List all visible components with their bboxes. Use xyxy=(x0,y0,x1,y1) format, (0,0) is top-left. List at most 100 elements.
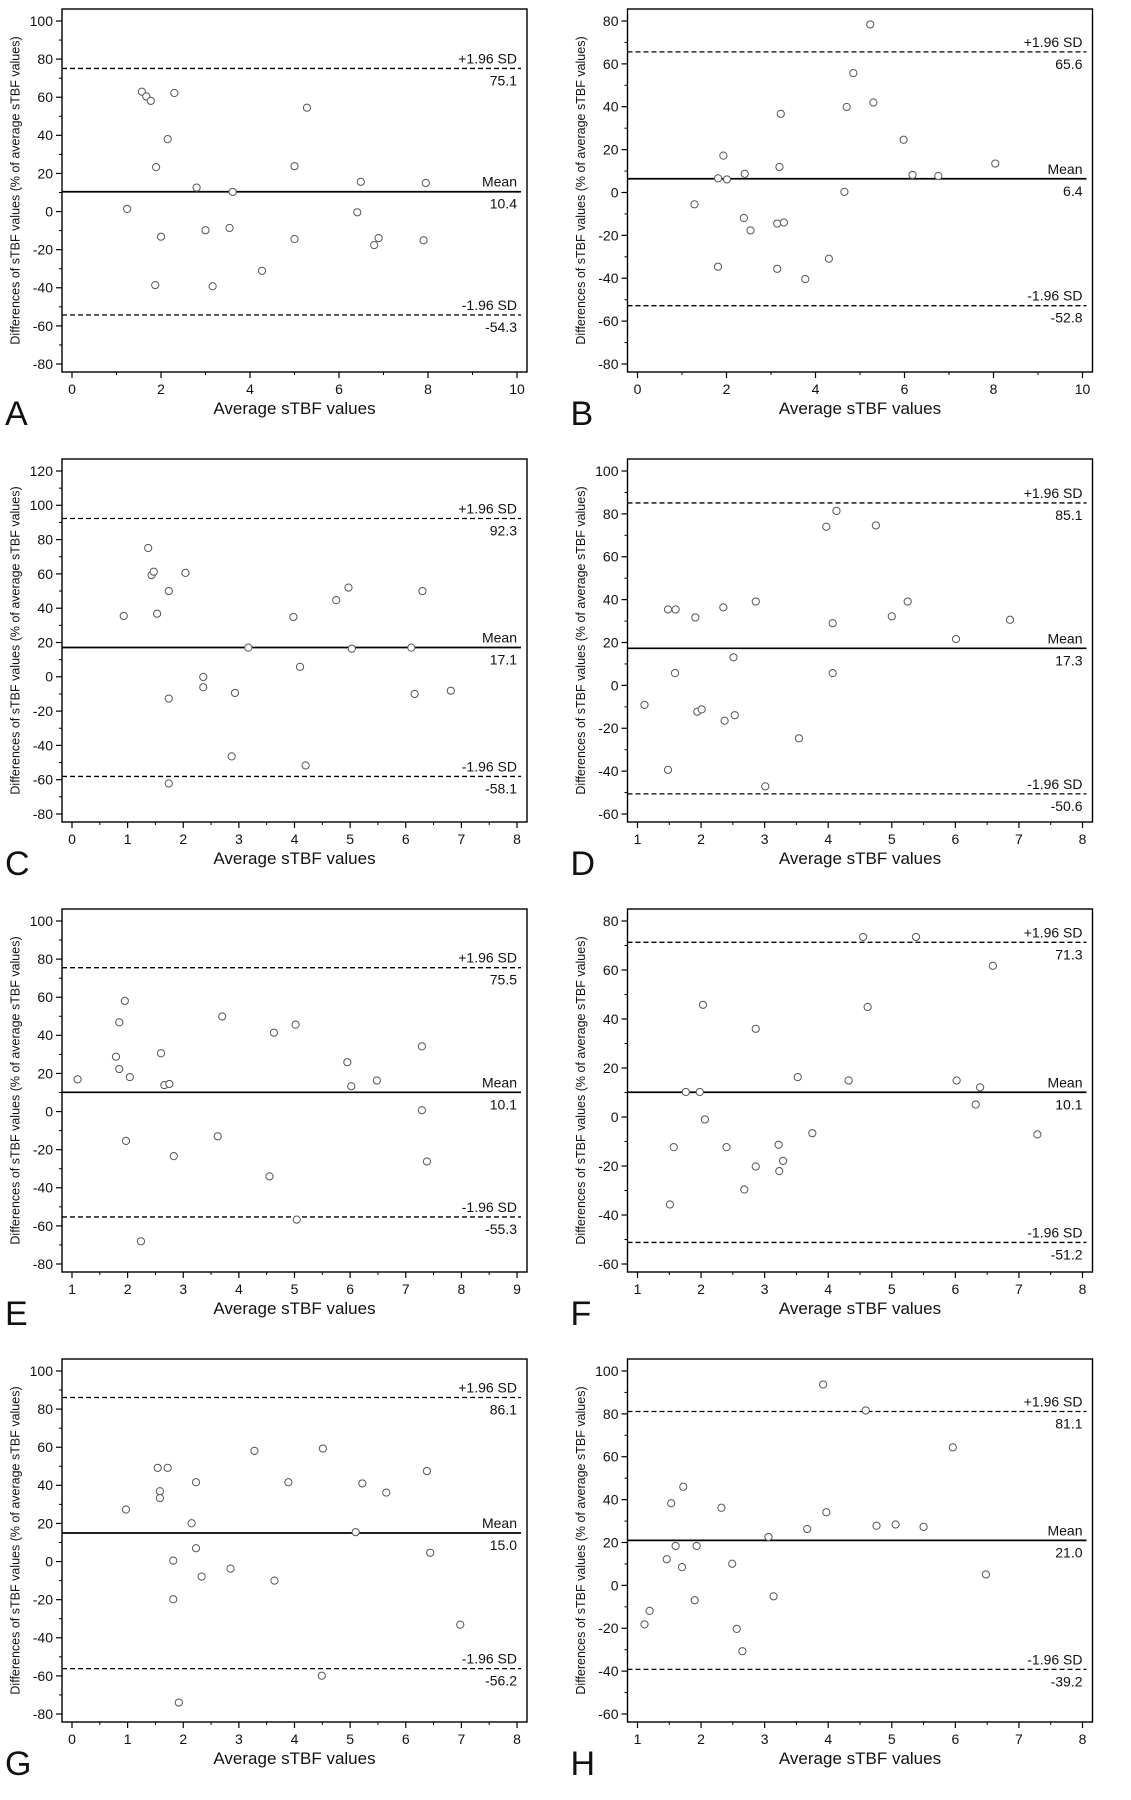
data-point xyxy=(426,1548,435,1557)
data-point xyxy=(842,102,851,112)
lower-limit-label: -1.96 SD xyxy=(1027,776,1082,792)
lower-limit-value: -52.8 xyxy=(1051,310,1083,326)
data-point xyxy=(144,543,153,553)
data-point xyxy=(824,254,833,263)
upper-limit-value: 75.1 xyxy=(490,72,517,88)
x-axis-label: Average sTBF values xyxy=(213,849,375,868)
y-tick-label: -80 xyxy=(33,1256,53,1272)
lower-limit-value: -56.2 xyxy=(485,1673,517,1689)
lower-limit-value: -51.2 xyxy=(1051,1246,1083,1262)
y-tick-label: -40 xyxy=(598,270,618,286)
bland-altman-plot-f: 80 60 40 20 0 -20 -40 -60 1 2 3 4 5 6 7 8 +1.96 SD 71.3 Me… xyxy=(571,908,1094,1333)
data-point xyxy=(295,662,305,671)
y-tick-label: -20 xyxy=(598,227,618,243)
data-point xyxy=(988,961,997,970)
y-tick-label: -40 xyxy=(33,1180,53,1196)
data-point xyxy=(1005,615,1015,624)
mean-value: 17.1 xyxy=(490,651,517,667)
data-point xyxy=(163,1463,172,1472)
y-tick-label: 100 xyxy=(30,913,54,929)
x-tick-label: 2 xyxy=(179,831,187,847)
lower-limit-label: -1.96 SD xyxy=(462,297,517,313)
data-point xyxy=(719,151,728,160)
lower-limit-value: -58.1 xyxy=(485,780,517,796)
mean-value: 10.1 xyxy=(1055,1096,1082,1112)
data-point xyxy=(1033,1130,1042,1139)
y-tick-label: -60 xyxy=(33,318,53,334)
y-axis-label: Differences of sTBF values (% of average… xyxy=(8,1386,22,1694)
x-axis-label: Average sTBF values xyxy=(779,1299,941,1318)
data-point xyxy=(671,605,680,614)
data-point xyxy=(250,1446,259,1455)
y-tick-label: 40 xyxy=(37,600,53,616)
data-point xyxy=(732,1624,741,1633)
data-point xyxy=(149,567,158,576)
lower-limit-label: -1.96 SD xyxy=(462,1199,517,1215)
data-point xyxy=(681,1087,690,1097)
y-axis-label: Differences of sTBF values (% of average… xyxy=(574,1386,588,1694)
x-tick-label: 3 xyxy=(235,831,243,847)
y-tick-label: 20 xyxy=(37,165,53,181)
data-point xyxy=(115,1064,124,1074)
x-tick-label: 3 xyxy=(761,831,769,847)
x-tick-label: 0 xyxy=(634,381,642,397)
y-tick-label: 0 xyxy=(611,1109,619,1125)
x-tick-label: 6 xyxy=(402,831,410,847)
data-point xyxy=(891,1520,900,1529)
data-point xyxy=(794,734,804,743)
y-tick-label: 0 xyxy=(45,1553,53,1569)
data-point xyxy=(120,996,129,1005)
data-point xyxy=(719,603,728,612)
y-tick-label: -60 xyxy=(598,1706,618,1722)
x-tick-label: 5 xyxy=(888,1731,896,1747)
data-point xyxy=(153,609,162,618)
data-point xyxy=(410,689,419,699)
y-tick-label: 40 xyxy=(37,127,53,143)
y-tick-label: -60 xyxy=(33,772,53,788)
x-tick-label: 8 xyxy=(424,381,432,397)
x-tick-label: 5 xyxy=(346,831,354,847)
y-tick-label: -60 xyxy=(598,313,618,329)
data-point xyxy=(291,1020,300,1029)
y-tick-label: -20 xyxy=(598,1158,618,1174)
x-tick-label: 5 xyxy=(888,831,896,847)
x-tick-label: 5 xyxy=(888,1281,896,1297)
bland-altman-plot-d: 100 80 60 40 20 0 -20 -40 -60 1 2 3 4 5 6 7 8 +1.96 SD 85.… xyxy=(571,458,1094,883)
data-point xyxy=(948,1443,957,1452)
x-tick-label: 5 xyxy=(291,1281,299,1297)
panel-label: B xyxy=(571,395,594,433)
x-tick-label: 6 xyxy=(335,381,343,397)
data-point xyxy=(456,1620,465,1629)
data-point xyxy=(421,178,430,188)
x-tick-label: 9 xyxy=(513,1281,521,1297)
bland-altman-plot-c: 120 100 80 60 40 20 0 -20 -40 -60 -80 0 1 2 3 4 5 6 7 8 +1.9… xyxy=(5,458,528,883)
panel-label: D xyxy=(571,845,596,883)
y-tick-label: 20 xyxy=(37,1065,53,1081)
data-point xyxy=(775,1167,784,1176)
data-point xyxy=(155,1487,164,1496)
x-tick-label: 7 xyxy=(457,1731,465,1747)
y-axis-label: Differences of sTBF values (% of average… xyxy=(8,486,22,794)
data-point xyxy=(669,1143,678,1152)
x-tick-label: 1 xyxy=(634,831,642,847)
data-point xyxy=(169,1152,178,1161)
y-tick-label: -60 xyxy=(598,806,618,822)
x-tick-label: 1 xyxy=(634,1281,642,1297)
y-tick-label: 100 xyxy=(30,497,54,513)
x-tick-label: 1 xyxy=(124,1731,132,1747)
y-tick-label: -60 xyxy=(33,1218,53,1234)
x-tick-label: 2 xyxy=(697,831,705,847)
x-tick-label: 2 xyxy=(697,1731,705,1747)
y-tick-label: 0 xyxy=(611,1577,619,1593)
data-point xyxy=(169,1595,178,1604)
data-point xyxy=(317,1671,326,1680)
bland-altman-plot-b: 80 60 40 20 0 -20 -40 -60 -80 0 2 4 6 8 10 +1.96 SD 65.6… xyxy=(571,8,1094,433)
plot-frame xyxy=(626,458,1094,823)
data-point xyxy=(270,1576,279,1585)
data-point xyxy=(301,761,310,770)
lower-limit-value: -50.6 xyxy=(1051,798,1083,814)
x-tick-label: 0 xyxy=(68,831,76,847)
y-tick-label: 80 xyxy=(37,1401,53,1417)
data-point xyxy=(111,1052,121,1061)
y-tick-label: 40 xyxy=(603,592,619,608)
